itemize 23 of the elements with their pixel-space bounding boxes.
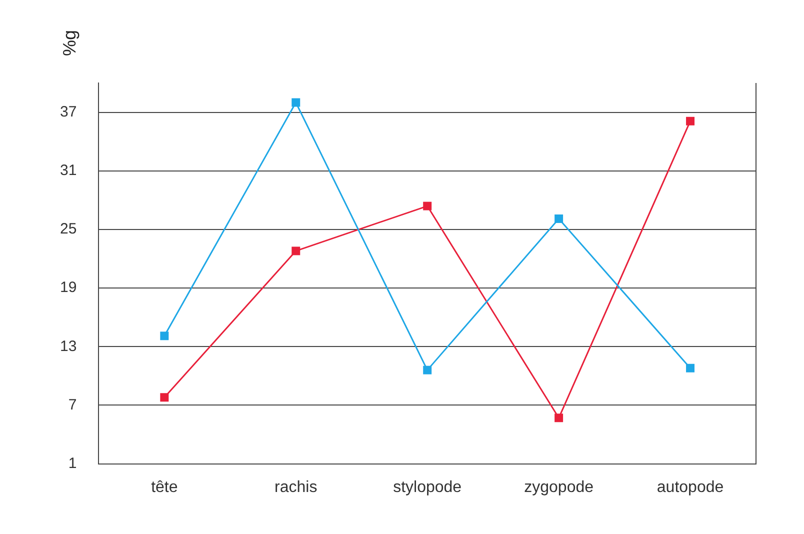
point (292, 98, 300, 107)
x-tick-label: rachis (274, 478, 318, 496)
y-tick-label: 19 (60, 279, 77, 296)
point (686, 116, 695, 126)
point (554, 414, 564, 422)
point (554, 214, 564, 223)
y-tick-label: 7 (68, 396, 77, 414)
y-tick-label: 31 (60, 162, 77, 180)
x-tick-label: zygopode (524, 478, 594, 496)
point (423, 366, 432, 374)
point (160, 393, 169, 402)
y-tick-label: 25 (60, 220, 77, 238)
y-axis-title: %g (60, 30, 80, 56)
x-tick-label: stylopode (393, 478, 462, 496)
x-tick-label: autopode (656, 478, 724, 496)
point (686, 364, 695, 372)
y-tick-label: 13 (60, 338, 77, 355)
point (160, 332, 169, 340)
y-tick-label: 1 (68, 454, 77, 472)
x-tick-label: tête (151, 478, 178, 496)
y-tick-label: 37 (60, 103, 77, 120)
point (423, 202, 432, 210)
point (292, 246, 300, 256)
